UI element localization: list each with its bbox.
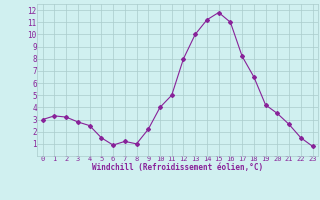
X-axis label: Windchill (Refroidissement éolien,°C): Windchill (Refroidissement éolien,°C)	[92, 163, 263, 172]
